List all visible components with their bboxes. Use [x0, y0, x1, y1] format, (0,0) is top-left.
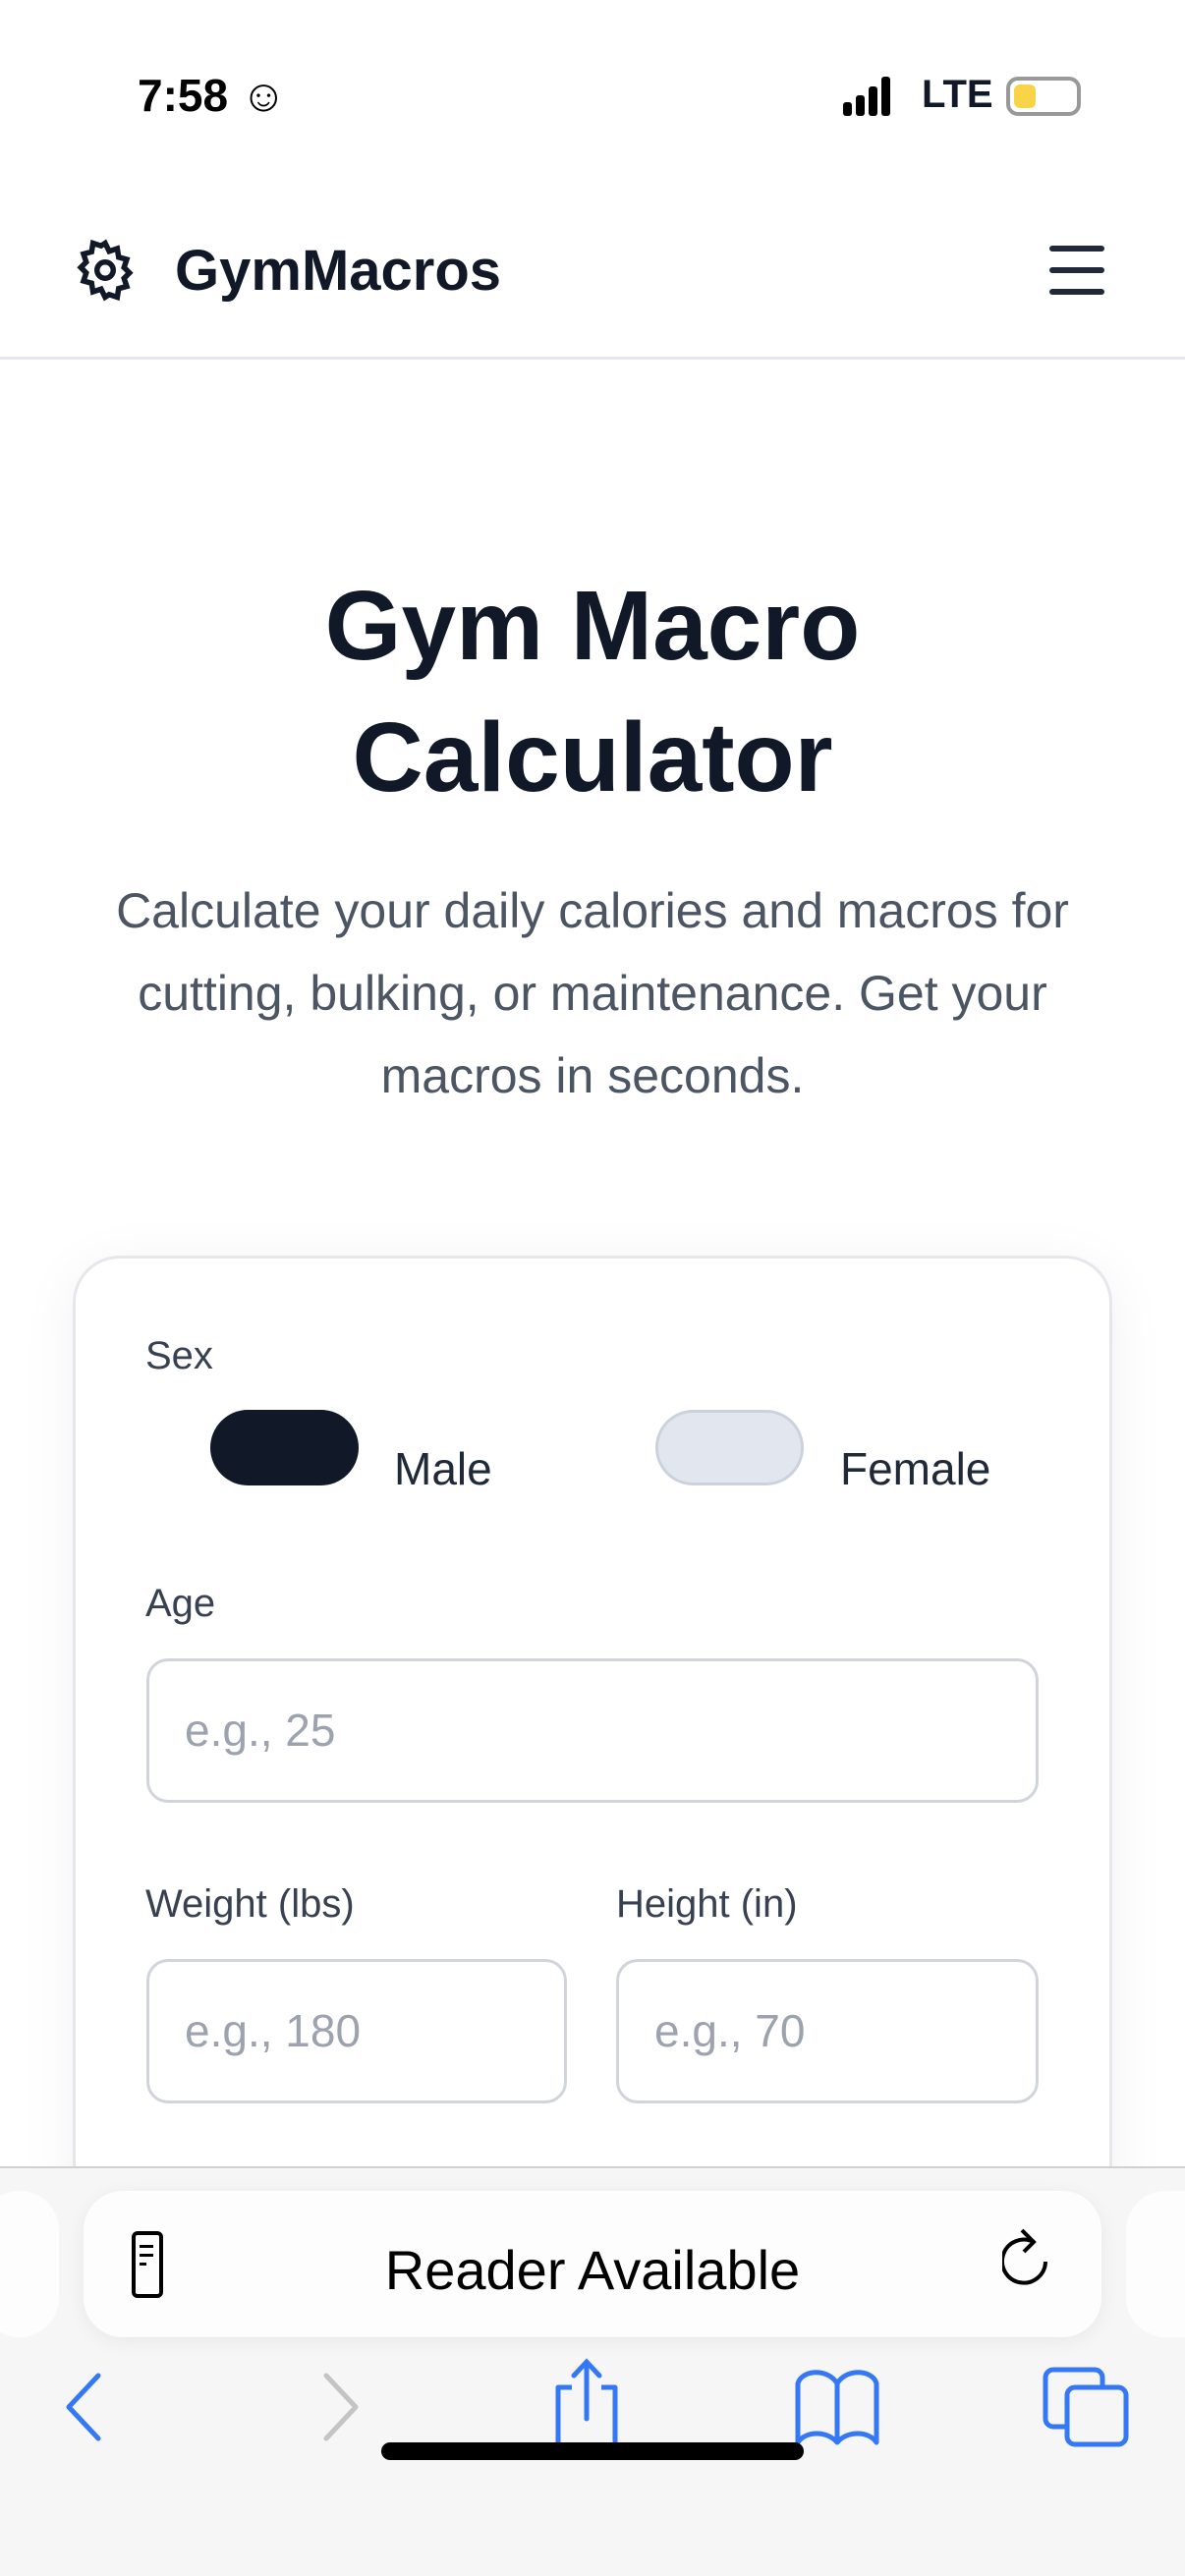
bookmarks-icon[interactable]	[792, 2368, 882, 2446]
reader-available-text[interactable]: Reader Available	[384, 2239, 801, 2301]
sex-label: Sex	[145, 1334, 213, 1377]
reader-icon[interactable]	[131, 2230, 164, 2301]
forward-icon[interactable]	[318, 2372, 364, 2442]
height-label: Height (in)	[616, 1882, 798, 1926]
gear-icon[interactable]	[73, 238, 138, 303]
time-text: 7:58	[138, 70, 229, 121]
female-toggle[interactable]	[655, 1410, 804, 1485]
address-bar[interactable]: Reader Available	[84, 2191, 1101, 2337]
weight-input[interactable]: e.g., 180	[146, 1959, 567, 2103]
age-label: Age	[145, 1582, 216, 1625]
female-label[interactable]: Female	[840, 1443, 991, 1494]
page-title: Gym Macro Calculator	[324, 571, 861, 812]
male-label[interactable]: Male	[394, 1443, 492, 1494]
network-type: LTE	[922, 73, 993, 116]
tabs-icon[interactable]	[1042, 2366, 1132, 2448]
page-subtitle: Calculate your daily calories and macros…	[116, 883, 1069, 1103]
brand-name[interactable]: GymMacros	[175, 239, 502, 303]
site-header	[0, 181, 1185, 360]
share-icon[interactable]	[550, 2358, 623, 2452]
status-time: 7:58 ☺	[138, 69, 287, 122]
back-icon[interactable]	[61, 2372, 106, 2442]
age-input[interactable]: e.g., 25	[146, 1658, 1039, 1803]
hamburger-icon[interactable]	[1049, 244, 1106, 299]
smiley-icon: ☺	[240, 70, 287, 121]
home-indicator	[381, 2442, 804, 2460]
prev-tab-preview[interactable]	[0, 2191, 59, 2337]
male-toggle[interactable]	[210, 1410, 359, 1485]
next-tab-preview[interactable]	[1126, 2191, 1185, 2337]
battery-icon	[1006, 77, 1081, 116]
reload-icon[interactable]	[1002, 2226, 1053, 2295]
weight-label: Weight (lbs)	[145, 1882, 355, 1926]
signal-icon	[843, 77, 890, 116]
height-input[interactable]: e.g., 70	[616, 1959, 1039, 2103]
